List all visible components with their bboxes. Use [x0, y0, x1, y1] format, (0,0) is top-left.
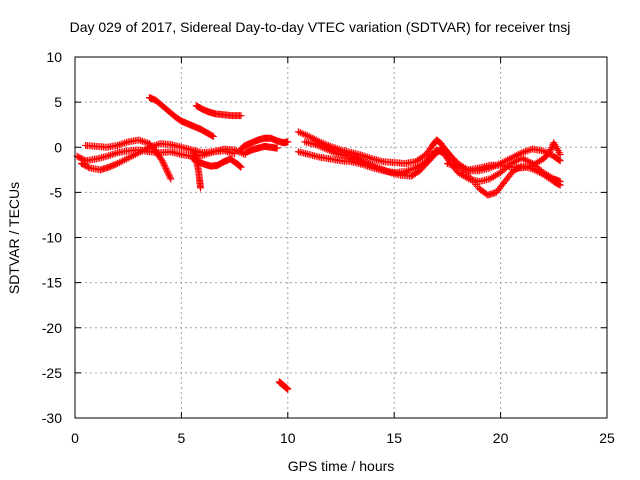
data-point-marker: [162, 164, 170, 172]
series-track-c: [82, 136, 175, 183]
y-tick-label: 10: [46, 49, 62, 65]
data-point-marker: [556, 150, 564, 158]
data-point-marker: [164, 169, 172, 177]
x-tick-label: 15: [386, 430, 402, 446]
data-point-marker: [160, 160, 168, 168]
data-point-marker: [237, 112, 245, 120]
data-point-marker: [161, 163, 169, 171]
data-point-marker: [167, 175, 175, 183]
x-tick-label: 10: [280, 430, 296, 446]
data-point-marker: [284, 138, 292, 146]
series-track-n: [443, 139, 564, 174]
y-tick-label: -15: [42, 275, 62, 291]
series-track-d: [145, 94, 217, 140]
y-tick-label: 0: [54, 139, 62, 155]
data-point-marker: [236, 162, 244, 170]
data-point-marker: [546, 149, 554, 157]
data-point-marker: [555, 181, 563, 189]
data-point-marker: [231, 150, 239, 158]
x-tick-label: 25: [599, 430, 615, 446]
x-tick-label: 5: [178, 430, 186, 446]
data-point-marker: [163, 166, 171, 174]
data-point-marker: [548, 144, 556, 152]
data-point-marker: [112, 160, 120, 168]
data-point-marker: [158, 157, 166, 165]
series-track-i: [241, 142, 281, 157]
data-point-marker: [159, 158, 167, 166]
data-point-marker: [166, 173, 174, 181]
y-tick-label: -5: [50, 184, 63, 200]
tick-layer: 0 5 10 15 20 25 -30 -25 -20 -15 -10 -5 0 5 10: [42, 49, 615, 446]
x-tick-label: 20: [493, 430, 509, 446]
data-point-marker: [163, 167, 171, 175]
y-tick-label: -25: [42, 365, 62, 381]
data-point-marker: [165, 172, 173, 180]
x-axis-label: GPS time / hours: [288, 458, 395, 474]
series-track-j: [275, 378, 292, 393]
y-tick-label: -20: [42, 320, 62, 336]
series-track-g: [188, 154, 245, 171]
data-point-marker: [208, 132, 216, 140]
data-point-marker: [237, 163, 245, 171]
series-track-h: [237, 134, 292, 153]
data-point-marker: [284, 385, 292, 393]
data-point-marker: [556, 181, 564, 189]
data-point-marker: [236, 163, 244, 171]
data-point-marker: [547, 145, 555, 153]
data-point-marker: [165, 170, 173, 178]
y-tick-label: 5: [54, 94, 62, 110]
data-point-marker: [209, 132, 217, 140]
series-track-b: [77, 140, 239, 174]
x-tick-label: 0: [71, 430, 79, 446]
data-point-marker: [197, 184, 205, 192]
data-layer: [73, 94, 564, 393]
data-point-marker: [546, 147, 554, 155]
y-axis-label: SDTVAR / TECUs: [6, 182, 22, 294]
data-point-marker: [160, 161, 168, 169]
data-point-marker: [273, 144, 281, 152]
y-tick-label: -10: [42, 230, 62, 246]
data-point-marker: [556, 157, 564, 165]
data-point-marker: [84, 163, 92, 171]
y-tick-label: -30: [42, 410, 62, 426]
data-point-marker: [555, 156, 563, 164]
chart-title: Day 029 of 2017, Sidereal Day-to-day VTE…: [70, 19, 571, 35]
series-track-f: [192, 102, 245, 120]
